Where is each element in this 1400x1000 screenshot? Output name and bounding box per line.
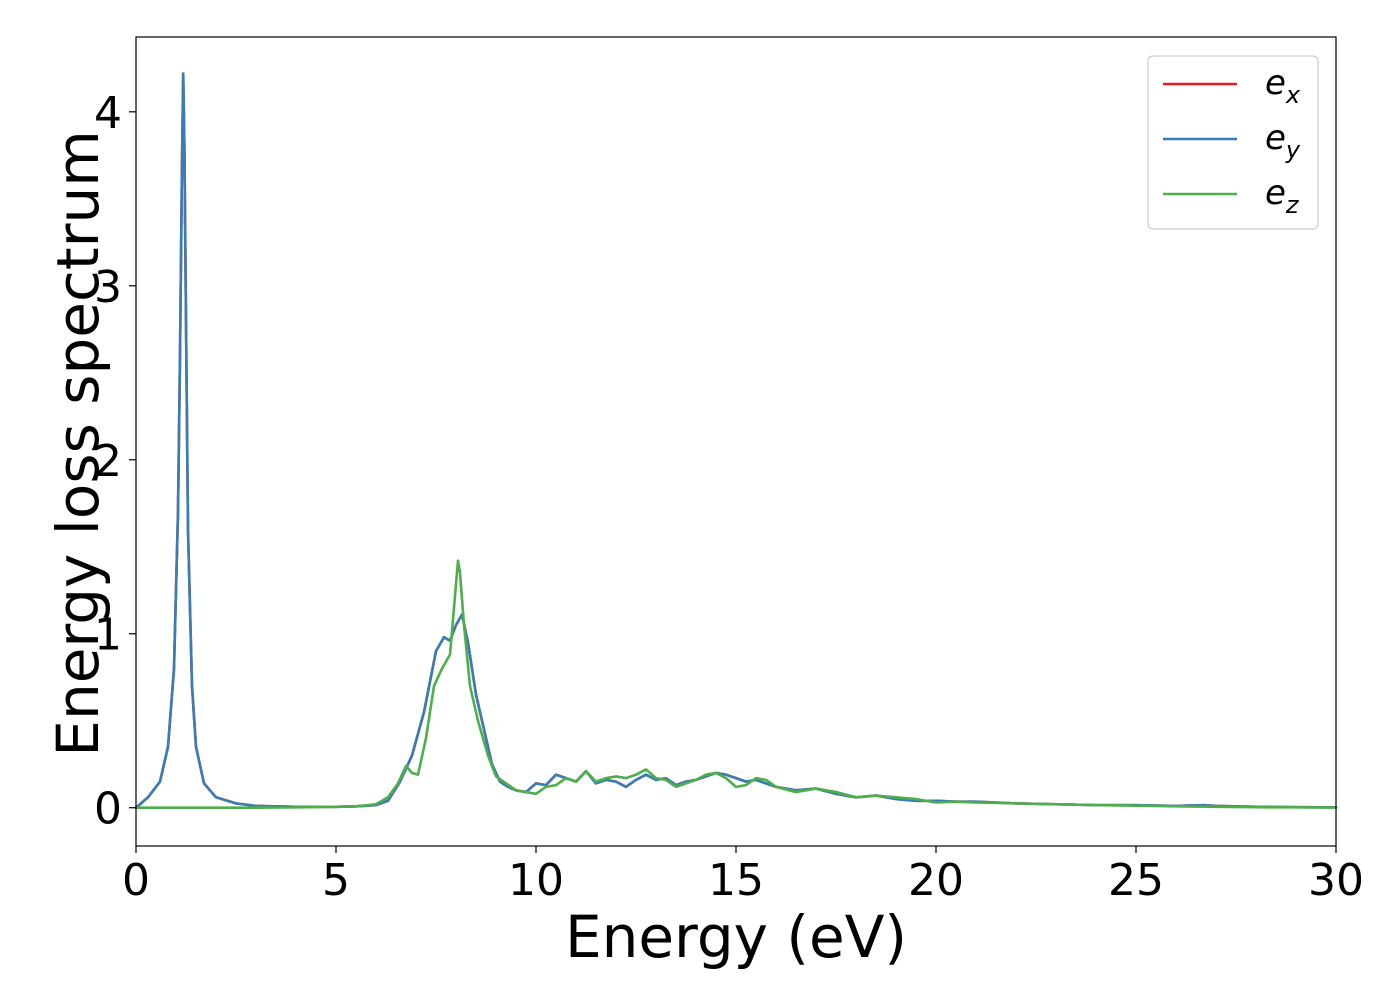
legend: ex ey ez	[1147, 55, 1319, 230]
y-tick-label: 0	[94, 784, 122, 835]
x-axis-ticks: 0 5 10 15 20 25 30	[122, 846, 1364, 906]
x-tick-label: 30	[1308, 855, 1364, 906]
x-tick-label: 15	[708, 855, 764, 906]
y-axis-ticks: 0 1 2 3 4	[94, 88, 136, 835]
x-tick-label: 25	[1108, 855, 1164, 906]
x-tick-label: 5	[322, 855, 350, 906]
x-axis-title: Energy (eV)	[565, 903, 907, 971]
legend-box	[1147, 55, 1319, 230]
x-tick-label: 20	[908, 855, 964, 906]
series-line-z	[134, 559, 1338, 810]
y-axis-title: Energy loss spectrum	[44, 130, 112, 756]
y-tick-label: 2	[94, 436, 122, 487]
legend-items: ex ey ez	[1163, 63, 1301, 219]
y-tick-label: 4	[94, 88, 122, 139]
legend-label-z: ez	[1265, 173, 1300, 219]
x-tick-label: 10	[508, 855, 564, 906]
legend-label-x: ex	[1265, 63, 1301, 109]
y-tick-label: 3	[94, 262, 122, 313]
series-layer	[134, 72, 1338, 810]
y-tick-label: 1	[94, 610, 122, 661]
x-tick-label: 0	[122, 855, 150, 906]
legend-label-y: ey	[1265, 118, 1301, 164]
